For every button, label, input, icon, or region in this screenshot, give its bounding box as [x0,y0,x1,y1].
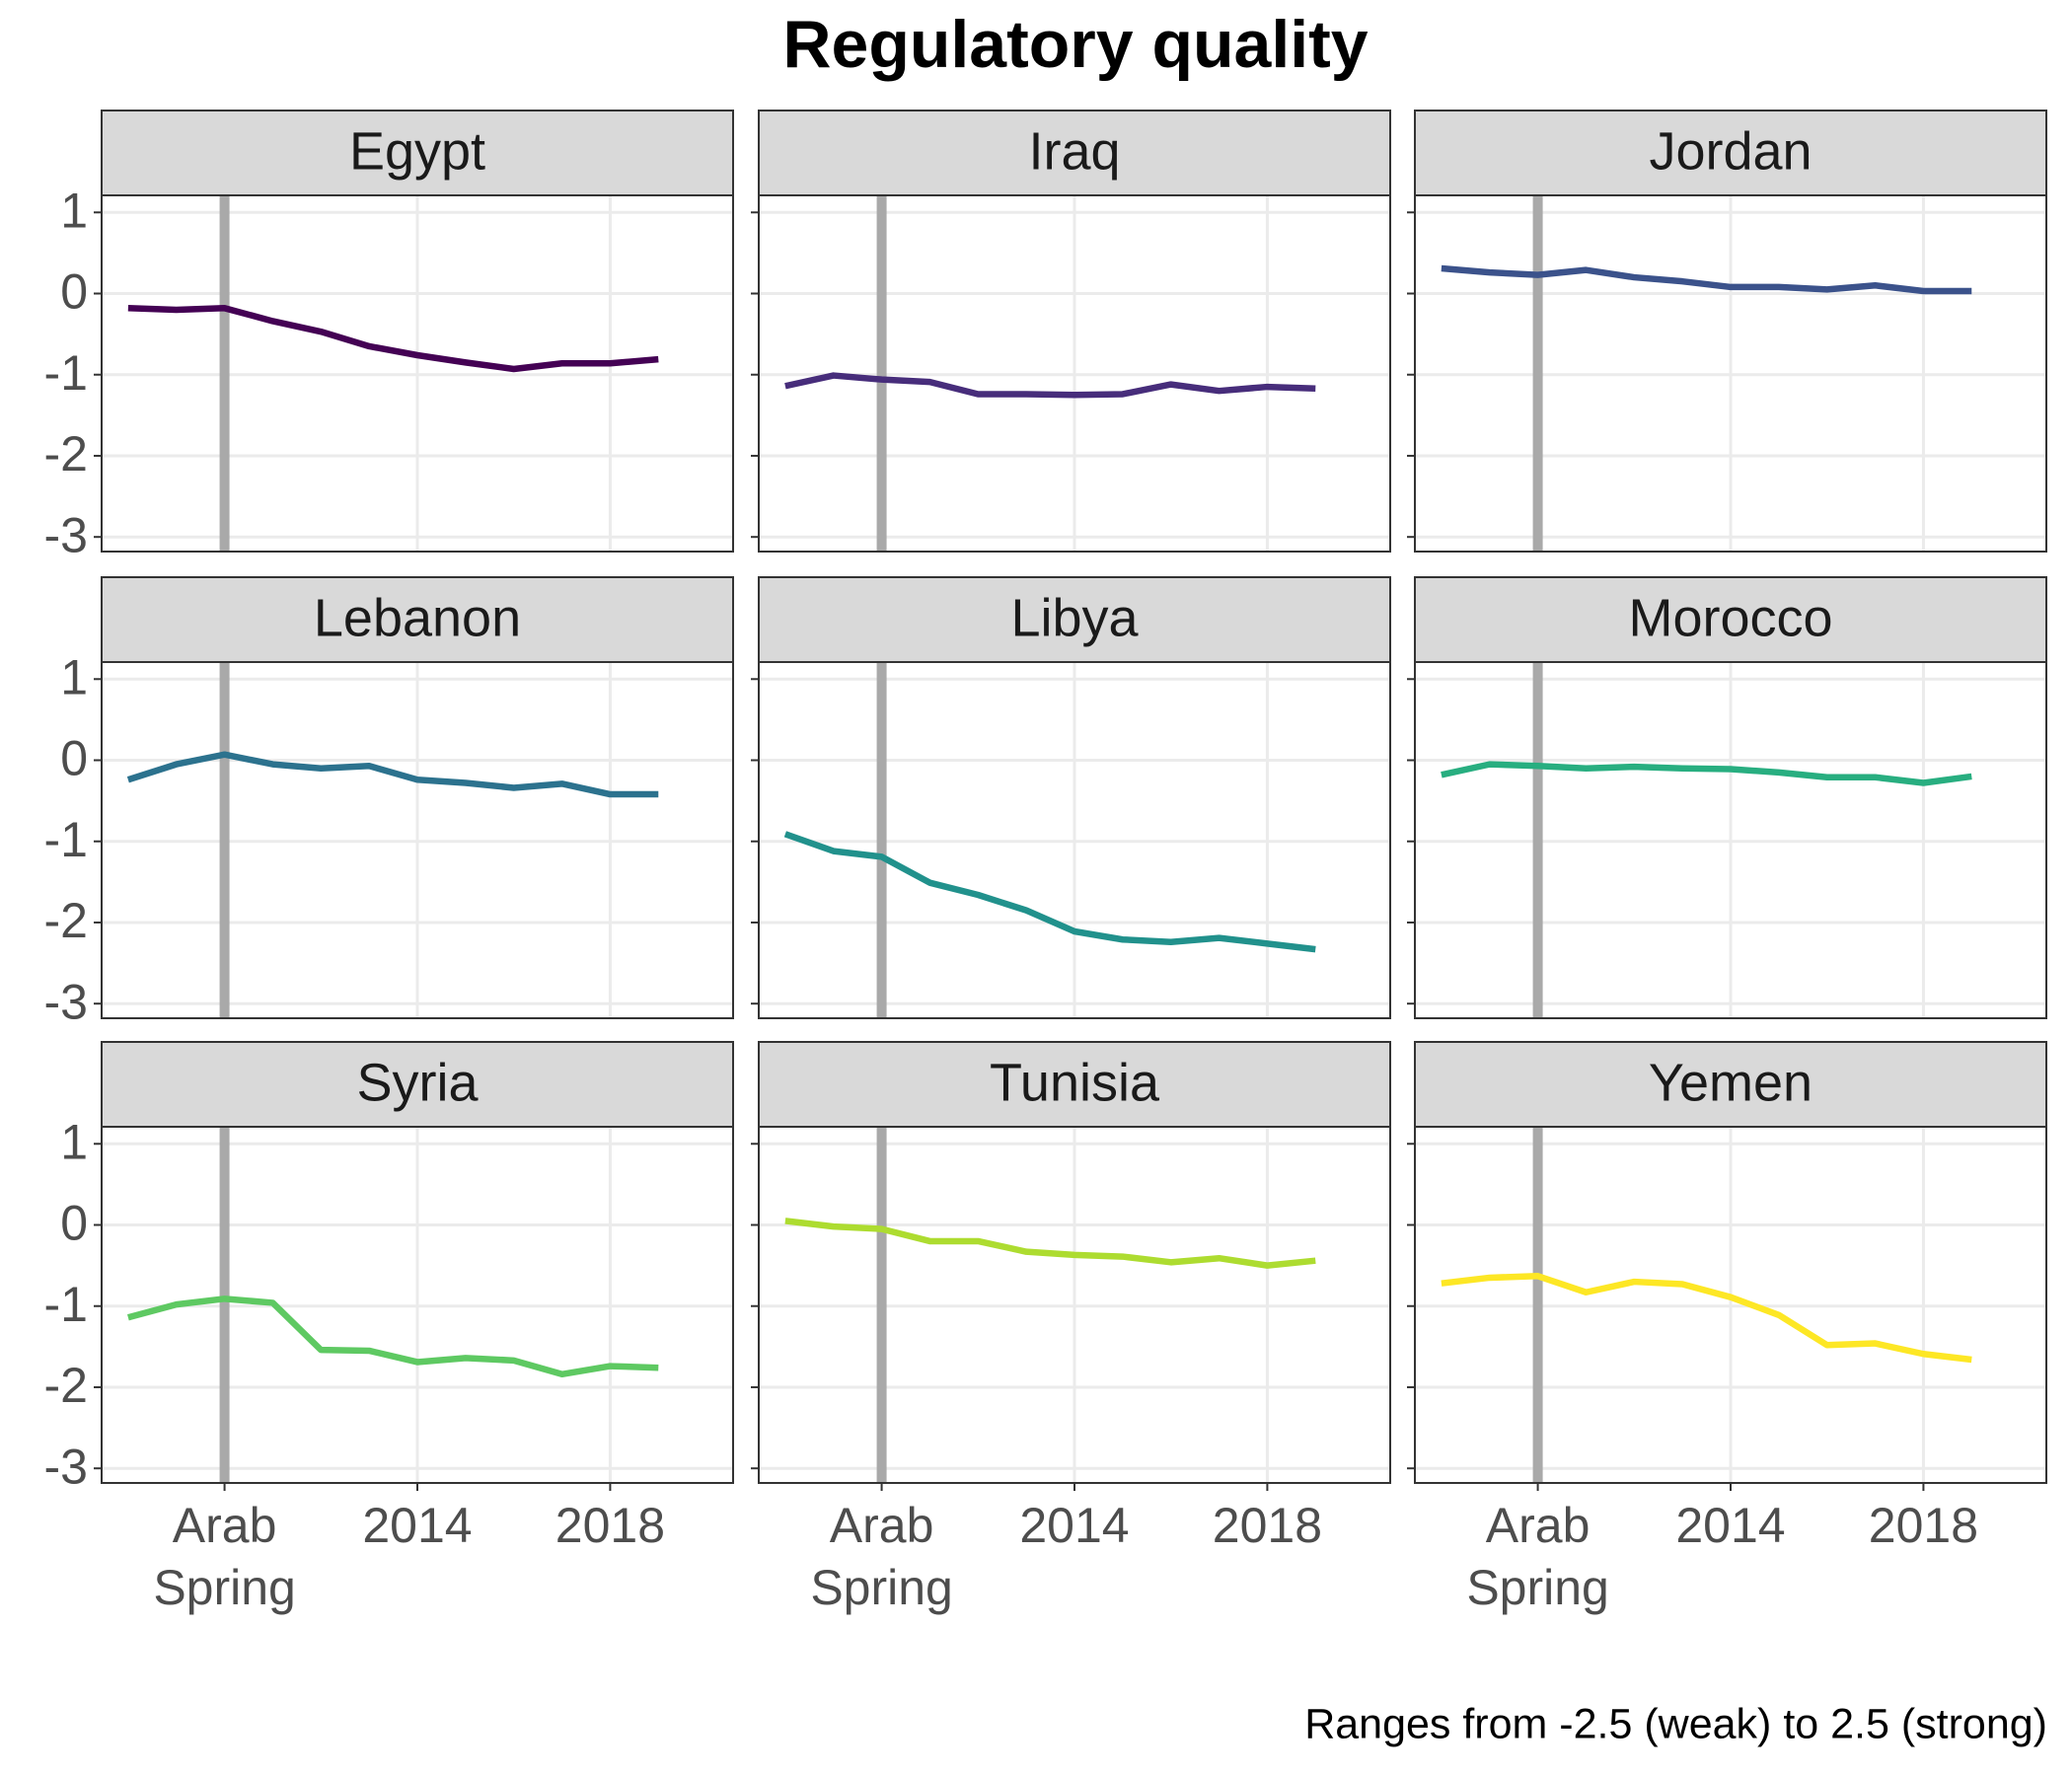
strip [101,1041,734,1128]
x-tick-label: 2014 [1019,1498,1130,1553]
chart-title: Regulatory quality [782,7,1368,82]
strip [758,576,1391,663]
y-tick-label: -3 [44,507,88,562]
y-tick-label: 1 [60,649,88,704]
strip-label: Syria [356,1053,479,1112]
strip [1414,110,2047,196]
y-tick-label: -3 [44,1439,88,1494]
strip [101,576,734,663]
x-tick-label: 2018 [1212,1498,1323,1553]
x-tick-label: Arab Spring [810,1498,953,1615]
y-tick-label: 1 [60,183,88,238]
strip-label: Iraq [1028,121,1120,181]
y-tick-label: -1 [44,812,88,867]
strip [101,110,734,196]
series-line [127,305,659,373]
strip [1414,576,2047,663]
series-line [784,1218,1316,1269]
x-tick-label: 2018 [555,1498,666,1553]
strip-label: Egypt [349,121,485,181]
y-tick-label: 0 [60,731,88,786]
x-tick-label: Arab Spring [153,1498,296,1615]
caption: Ranges from -2.5 (weak) to 2.5 (strong) [1304,1700,2047,1747]
strip-label: Morocco [1628,588,1832,647]
series-line [1441,761,1972,786]
x-tick-label: Arab Spring [1466,1498,1609,1615]
series-line [783,831,1316,953]
strip-label: Libya [1010,588,1139,647]
strip-label: Jordan [1649,121,1812,181]
y-tick-label: -2 [44,426,88,481]
strip-label: Tunisia [990,1053,1160,1112]
y-tick-label: -3 [44,974,88,1029]
series-line [126,751,659,798]
y-tick-label: -1 [44,1277,88,1332]
strip [758,1041,1391,1128]
strip [1414,1041,2047,1128]
y-tick-label: 0 [60,1196,88,1251]
y-tick-label: 1 [60,1114,88,1169]
series-line [127,1295,659,1378]
strip-label: Yemen [1649,1053,1813,1112]
series-line [784,372,1316,399]
x-tick-label: 2014 [1675,1498,1786,1553]
y-tick-label: 0 [60,264,88,320]
series-line [1441,1273,1972,1364]
series-line [1441,264,1972,295]
y-tick-label: -1 [44,345,88,401]
y-tick-label: -2 [44,1358,88,1413]
x-tick-label: 2018 [1868,1498,1979,1553]
y-tick-label: -2 [44,893,88,948]
strip [758,110,1391,196]
strip-label: Lebanon [314,588,521,647]
x-tick-label: 2014 [362,1498,473,1553]
